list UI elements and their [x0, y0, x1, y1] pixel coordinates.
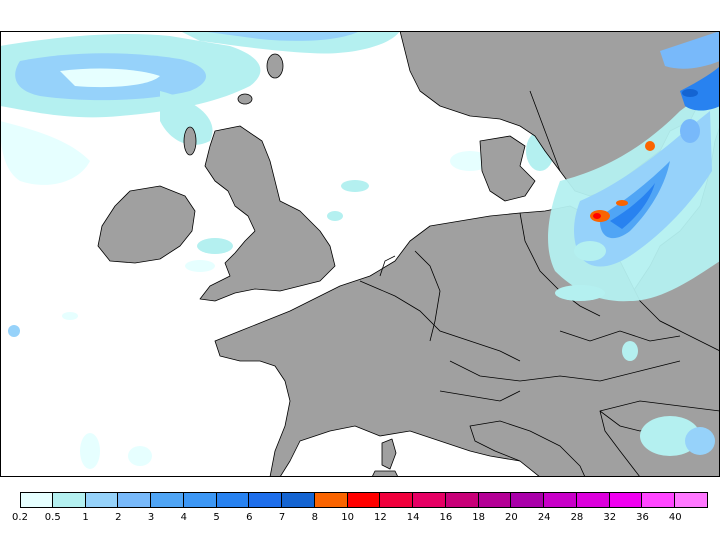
colorbar-label: 0.5	[44, 512, 61, 523]
colorbar-swatch	[249, 492, 283, 508]
precipitation-layer-scattered	[8, 131, 554, 469]
colorbar-label: 10	[341, 512, 354, 523]
colorbar-swatch	[314, 492, 348, 508]
colorbar-swatch	[52, 492, 86, 508]
colorbar-label: 16	[439, 512, 453, 523]
precipitation-map	[0, 31, 720, 477]
colorbar-label: 5	[213, 512, 220, 523]
sardinia-land	[371, 470, 399, 477]
colorbar-swatch	[609, 492, 643, 508]
colorbar-label: 18	[472, 512, 486, 523]
colorbar-label: 8	[311, 512, 319, 523]
colorbar-label: 12	[374, 512, 387, 523]
colorbar-swatch	[20, 492, 53, 508]
great-britain-land	[199, 125, 336, 302]
colorbar-swatch	[216, 492, 250, 508]
colorbar-swatch	[282, 492, 315, 508]
precipitation-layer-north-sea	[0, 31, 400, 185]
colorbar-label: 28	[570, 512, 584, 523]
precipitation-colorbar: 0.2 0.5 1 2 3 4 5 6 7 8 10 12 14 16 18 20 24 28 32 36 40	[0, 492, 720, 532]
shetland-land	[266, 53, 284, 79]
colorbar-swatch	[380, 492, 414, 508]
colorbar-label: 36	[636, 512, 649, 523]
precipitation-layer-east	[548, 31, 720, 456]
colorbar-swatch	[413, 492, 446, 508]
colorbar-swatch	[183, 492, 217, 508]
denmark-land	[479, 135, 536, 202]
corsica-land	[381, 438, 397, 470]
colorbar-label: 24	[537, 512, 551, 523]
colorbar-swatch	[675, 492, 708, 508]
colorbar-label: 0.2	[12, 512, 28, 523]
colorbar-label: 14	[406, 512, 420, 523]
colorbar-label: 7	[278, 512, 286, 523]
colorbar-swatch	[511, 492, 545, 508]
italy-land	[469, 420, 586, 477]
colorbar-label: 32	[603, 512, 617, 523]
colorbar-swatch	[445, 492, 479, 508]
orkney-land	[237, 93, 253, 105]
colorbar-swatch	[347, 492, 381, 508]
ireland-land	[97, 185, 196, 264]
colorbar-swatch	[118, 492, 152, 508]
hebrides-land	[183, 126, 197, 156]
colorbar-label: 6	[246, 512, 253, 523]
colorbar-swatch	[642, 492, 676, 508]
colorbar-label: 1	[82, 512, 89, 523]
colorbar-swatch	[151, 492, 184, 508]
colorbar-swatch	[576, 492, 610, 508]
colorbar-swatch	[478, 492, 512, 508]
colorbar-swatch	[85, 492, 119, 508]
colorbar-label: 20	[505, 512, 518, 523]
colorbar-label: 2	[115, 512, 122, 523]
colorbar-label: 3	[147, 512, 155, 523]
colorbar-label: 40	[668, 512, 682, 523]
colorbar-label: 4	[180, 512, 187, 523]
colorbar-swatch	[544, 492, 577, 508]
